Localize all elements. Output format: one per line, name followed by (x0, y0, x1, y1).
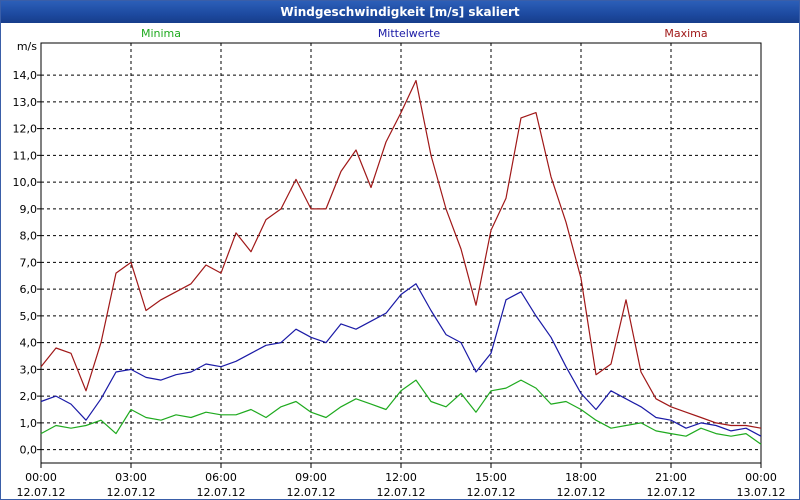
chart: 0,0 1,0 2,0 3,0 4,0 5,0 6,0 7,0 8,0 9,0 10,0 11,0 12… (13, 27, 786, 499)
legend-maxima: Maxima (664, 27, 707, 40)
x-tick-date: 13.07.12 (737, 486, 786, 499)
y-axis-label: m/s (17, 40, 37, 53)
x-tick-date: 12.07.12 (647, 486, 696, 499)
x-tick-date: 12.07.12 (107, 486, 156, 499)
x-tick-time: 00:00 (25, 471, 57, 484)
y-tick-label: 12,0 (13, 123, 38, 136)
x-tick-time: 06:00 (205, 471, 237, 484)
x-tick-time: 00:00 (745, 471, 777, 484)
series-line-minima (40, 379, 762, 445)
x-tick-time: 09:00 (295, 471, 327, 484)
x-tick-date: 12.07.12 (197, 486, 246, 499)
y-tick-label: 6,0 (20, 283, 38, 296)
series-line-mittelwerte (40, 283, 762, 437)
y-tick-label: 13,0 (13, 96, 38, 109)
x-tick-time: 21:00 (655, 471, 687, 484)
x-tick-time: 12:00 (385, 471, 417, 484)
x-tick-date: 12.07.12 (17, 486, 66, 499)
legend-minima: Minima (141, 27, 181, 40)
y-tick-label: 8,0 (20, 230, 38, 243)
x-tick-date: 12.07.12 (557, 486, 606, 499)
y-tick-label: 0,0 (20, 444, 38, 457)
y-tick-label: 1,0 (20, 417, 38, 430)
y-tick-label: 4,0 (20, 337, 38, 350)
series-line-maxima (40, 79, 762, 429)
x-tick-time: 03:00 (115, 471, 147, 484)
y-tick-label: 7,0 (20, 256, 38, 269)
y-tick-label: 3,0 (20, 363, 38, 376)
legend-mittelwerte: Mittelwerte (378, 27, 441, 40)
x-tick-date: 12.07.12 (377, 486, 426, 499)
x-tick-date: 12.07.12 (287, 486, 336, 499)
x-tick-date: 12.07.12 (467, 486, 516, 499)
y-tick-label: 11,0 (13, 149, 38, 162)
window-title: Windgeschwindigkeit [m/s] skaliert (1, 1, 799, 23)
y-tick-label: 9,0 (20, 203, 38, 216)
y-tick-label: 2,0 (20, 390, 38, 403)
y-tick-label: 14,0 (13, 69, 38, 82)
x-tick-time: 18:00 (565, 471, 597, 484)
x-tick-time: 15:00 (475, 471, 507, 484)
y-tick-label: 10,0 (13, 176, 38, 189)
y-tick-label: 5,0 (20, 310, 38, 323)
